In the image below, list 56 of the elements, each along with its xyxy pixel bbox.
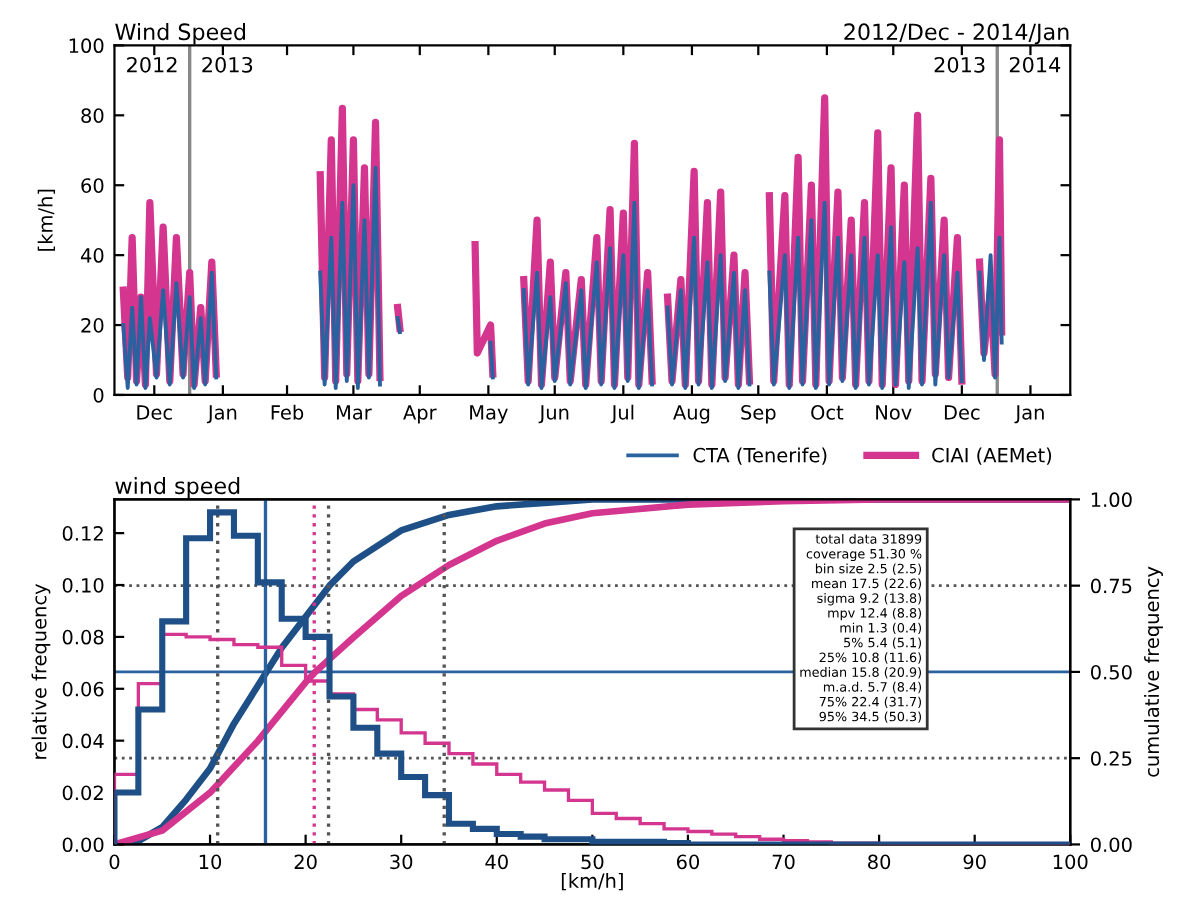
y-tick-label: 0.06 xyxy=(62,681,104,697)
y-tick-label: 0 xyxy=(93,387,104,403)
y-tick-label: 0.12 xyxy=(62,526,103,541)
x-tick-label: Feb xyxy=(271,404,304,420)
x-tick-label: Jun xyxy=(538,405,569,424)
x-tick-label: Mar xyxy=(336,405,372,420)
x-tick-label: Jan xyxy=(206,405,237,424)
x-tick-label: Nov xyxy=(876,405,912,420)
y-tick-label: 40 xyxy=(80,248,104,263)
x-tick-label: 80 xyxy=(868,854,891,870)
y-tick-label: 60 xyxy=(81,178,104,193)
y2-tick-label: 1.00 xyxy=(1091,492,1132,508)
x-tick-label: 50 xyxy=(581,854,604,870)
y-tick-label: 0.02 xyxy=(62,785,103,801)
x-tick-label: May xyxy=(470,405,508,424)
y2-tick-label: 0.00 xyxy=(1090,837,1132,853)
x-tick-label: Jan xyxy=(1014,405,1044,424)
y-tick-label: 80 xyxy=(81,108,104,123)
x-tick-label: 90 xyxy=(963,854,986,870)
x-tick-label: 0 xyxy=(109,854,120,870)
x-tick-label: Dec xyxy=(137,405,172,420)
legend-label: CTA (Tenerife) xyxy=(693,447,827,465)
x-tick-label: 100 xyxy=(1053,854,1088,870)
y-tick-label: 20 xyxy=(81,318,104,333)
y-tick-label: 0.10 xyxy=(62,577,104,593)
x-tick-label: Oct xyxy=(811,405,844,420)
x-tick-label: Aug xyxy=(673,405,710,424)
x-tick-label: Dec xyxy=(944,405,980,420)
y-tick-label: 0.08 xyxy=(62,629,104,645)
x-tick-label: Sep xyxy=(741,405,776,424)
chart-title: Wind Speed xyxy=(115,22,245,45)
y-tick-label: 0.00 xyxy=(62,837,104,853)
y2-axis-title: cumulative frequency xyxy=(1144,566,1163,777)
x-tick-label: 10 xyxy=(199,854,222,870)
annotation: 2014 xyxy=(1009,56,1061,73)
x-axis-title: [km/h] xyxy=(561,872,623,891)
y-axis-title: [km/h] xyxy=(37,189,56,251)
y2-tick-label: 0.75 xyxy=(1090,578,1132,594)
annotation: 2013 xyxy=(202,56,253,73)
x-tick-label: 20 xyxy=(294,854,317,870)
x-tick-label: 40 xyxy=(485,854,508,870)
x-tick-label: Apr xyxy=(403,405,437,424)
y-tick-label: 100 xyxy=(69,38,104,54)
x-tick-label: 70 xyxy=(772,854,795,870)
chart-title: wind speed xyxy=(115,476,240,499)
y2-tick-label: 0.50 xyxy=(1090,664,1132,680)
chart-subtitle: 2012/Dec - 2014/Jan xyxy=(844,23,1069,45)
y2-tick-label: 0.25 xyxy=(1090,751,1132,766)
y-axis-title: relative frequency xyxy=(31,583,51,759)
x-tick-label: Jul xyxy=(610,404,634,424)
legend-label: CIAI (AEMet) xyxy=(932,447,1052,465)
y-tick-label: 0.04 xyxy=(62,733,104,749)
annotation: 2013 xyxy=(934,56,985,73)
annotation: 2012 xyxy=(127,56,177,73)
x-tick-label: 30 xyxy=(390,854,413,870)
x-tick-label: 60 xyxy=(676,854,700,870)
